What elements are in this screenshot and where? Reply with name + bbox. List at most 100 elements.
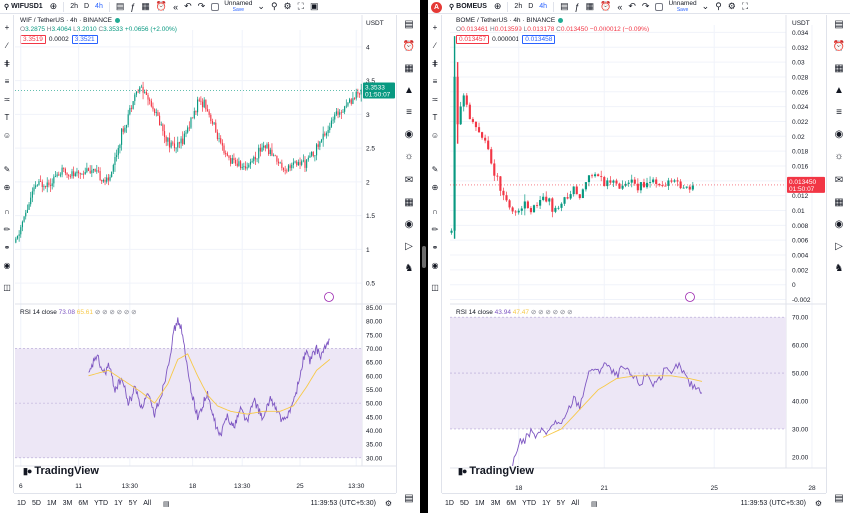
redo-icon[interactable]: ↷ <box>641 1 650 11</box>
fullscreen-icon[interactable]: ⛶ <box>741 1 749 11</box>
watchlist-icon[interactable]: ▤ <box>834 19 844 30</box>
sell-button[interactable]: 0.013457 <box>456 35 490 44</box>
play-icon[interactable]: ▷ <box>405 241 413 252</box>
layout-checkbox[interactable] <box>211 2 220 11</box>
range-ytd[interactable]: YTD <box>522 500 537 507</box>
crosshair-icon[interactable]: + <box>4 23 10 32</box>
range-1y[interactable]: 1Y <box>114 500 123 507</box>
range-ytd[interactable]: YTD <box>94 500 109 507</box>
magnet-icon[interactable]: ∩ <box>432 207 438 216</box>
range-5d[interactable]: 5D <box>459 500 469 507</box>
settings-icon[interactable]: ⚙ <box>283 1 292 11</box>
range-1y[interactable]: 1Y <box>542 500 551 507</box>
range-5y[interactable]: 5Y <box>556 500 566 507</box>
chat-icon[interactable]: ✉ <box>834 175 844 186</box>
hotlist-icon[interactable]: ◉ <box>834 129 844 140</box>
alarm-icon[interactable]: ⏰ <box>600 1 612 11</box>
redo-icon[interactable]: ↷ <box>197 1 206 11</box>
range-3m[interactable]: 3M <box>62 500 73 507</box>
goto-date-icon[interactable]: ▤ <box>591 500 598 508</box>
hotlist-icon[interactable]: ◉ <box>404 129 414 140</box>
play-icon[interactable]: ▷ <box>835 241 843 252</box>
data-window-icon[interactable]: ≡ <box>406 107 412 118</box>
streams-icon[interactable]: ◉ <box>834 219 844 230</box>
layout-grid-icon[interactable]: ▦ <box>141 1 150 11</box>
interval-d[interactable]: D <box>83 3 90 10</box>
interval-2h[interactable]: 2h <box>70 3 78 10</box>
calculator-icon[interactable]: ▦ <box>404 197 414 208</box>
rsi-settings-icons[interactable]: ⊘ ⊘ ⊘ ⊘ ⊘ ⊘ <box>530 309 573 316</box>
data-window-icon[interactable]: ≡ <box>836 107 842 118</box>
range-1d[interactable]: 1D <box>17 500 26 507</box>
alerts-icon[interactable]: ⏰ <box>402 41 416 52</box>
text-icon[interactable]: T <box>4 113 10 122</box>
ruler-icon[interactable]: ✎ <box>3 165 11 174</box>
eye-icon[interactable]: ◉ <box>3 261 11 270</box>
interval-4h[interactable]: 4h <box>539 3 548 10</box>
streams-icon[interactable]: ◉ <box>404 219 414 230</box>
indicators-icon[interactable]: ƒ <box>130 1 136 12</box>
divider-grip[interactable] <box>422 246 426 268</box>
interval-4h[interactable]: 4h <box>95 3 103 10</box>
zoom-icon[interactable]: ⊕ <box>3 183 11 192</box>
clock-display[interactable]: 11:39:53 (UTC+5:30) <box>310 500 376 507</box>
replay-icon[interactable]: « <box>173 1 179 12</box>
chevron-down-icon[interactable]: ⌄ <box>701 1 710 11</box>
trend-line-icon[interactable]: ∕ <box>434 41 436 50</box>
range-all[interactable]: All <box>571 500 580 507</box>
range-all[interactable]: All <box>143 500 152 507</box>
layers-icon[interactable]: ▲ <box>834 85 844 96</box>
settings-icon[interactable]: ⚙ <box>814 499 822 508</box>
range-1m[interactable]: 1M <box>474 500 485 507</box>
zoom-icon[interactable]: ⊕ <box>431 183 439 192</box>
range-1m[interactable]: 1M <box>46 500 57 507</box>
range-6m[interactable]: 6M <box>506 500 517 507</box>
fib-icon[interactable]: ≡ <box>4 77 10 86</box>
pitchfork-icon[interactable]: ⋕ <box>3 59 11 68</box>
calendar-bottom-icon[interactable]: ▤ <box>834 493 844 504</box>
settings-icon[interactable]: ⚙ <box>727 1 736 11</box>
alerts-icon[interactable]: ⏰ <box>832 41 846 52</box>
trash-icon[interactable]: ◫ <box>431 283 439 292</box>
fib-icon[interactable]: ≡ <box>432 77 438 86</box>
pencil-lock-icon[interactable]: ✏ <box>3 225 11 234</box>
lock-icon[interactable]: ⚭ <box>431 243 439 252</box>
magnet-icon[interactable]: ∩ <box>4 207 10 216</box>
settings-icon[interactable]: ⚙ <box>384 499 392 508</box>
brush-icon[interactable]: ≍ <box>431 95 439 104</box>
watchlist-icon[interactable]: ▤ <box>404 19 414 30</box>
chat-icon[interactable]: ✉ <box>404 175 414 186</box>
emoji-icon[interactable]: ☺ <box>2 131 12 140</box>
camera-icon[interactable]: ▣ <box>309 1 319 11</box>
notifications-icon[interactable]: ♞ <box>834 263 844 274</box>
undo-icon[interactable]: ↶ <box>184 1 192 11</box>
avatar[interactable]: A <box>428 1 445 13</box>
replay-icon[interactable]: « <box>617 1 623 12</box>
layout-grid-icon[interactable]: ▦ <box>585 1 595 11</box>
range-6m[interactable]: 6M <box>78 500 89 507</box>
pitchfork-icon[interactable]: ⋕ <box>431 59 439 68</box>
notifications-icon[interactable]: ♞ <box>404 263 414 274</box>
quick-search-icon[interactable]: ⚲ <box>270 1 278 11</box>
lock-icon[interactable]: ⚭ <box>3 243 11 252</box>
crosshair-icon[interactable]: + <box>432 23 438 32</box>
quick-search-icon[interactable]: ⚲ <box>715 1 722 11</box>
bar-chart-icon[interactable]: ▤ <box>560 1 569 11</box>
alarm-icon[interactable]: ⏰ <box>155 1 168 11</box>
ideas-icon[interactable]: ☼ <box>834 151 844 162</box>
layout-checkbox[interactable] <box>655 2 664 11</box>
calendar-icon[interactable]: ▦ <box>404 63 414 74</box>
trash-icon[interactable]: ◫ <box>3 283 11 292</box>
clock-display[interactable]: 11:39:53 (UTC+5:30) <box>740 500 806 507</box>
chevron-down-icon[interactable]: ⌄ <box>257 1 265 11</box>
pane-divider[interactable] <box>420 0 428 513</box>
emoji-icon[interactable]: ☺ <box>430 131 440 140</box>
buy-button[interactable]: 0.013458 <box>522 35 556 44</box>
brush-icon[interactable]: ≍ <box>3 95 11 104</box>
calendar-icon[interactable]: ▦ <box>834 63 844 74</box>
layout-menu[interactable]: Unnamed Save <box>222 0 254 13</box>
range-3m[interactable]: 3M <box>490 500 501 507</box>
interval-2h[interactable]: 2h <box>514 3 523 10</box>
interval-d[interactable]: D <box>528 3 534 10</box>
eye-icon[interactable]: ◉ <box>431 261 439 270</box>
